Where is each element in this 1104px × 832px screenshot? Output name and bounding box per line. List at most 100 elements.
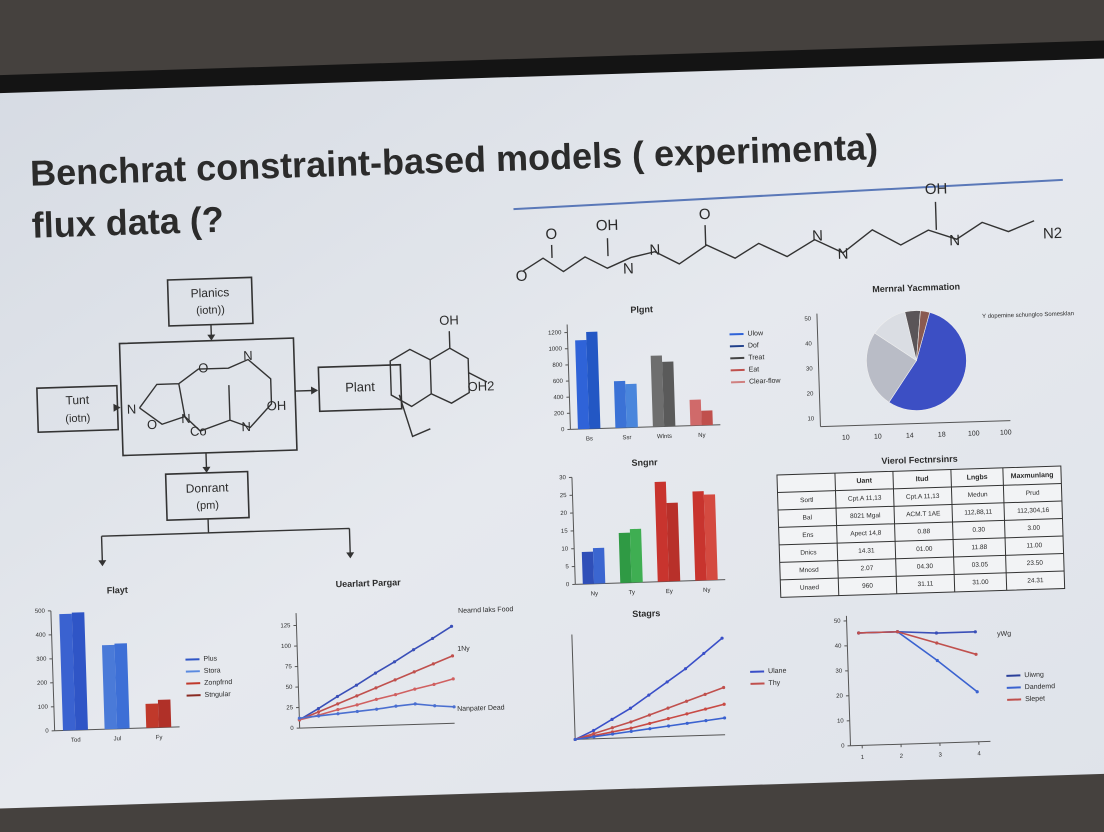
point — [393, 693, 398, 697]
legend-label: Ulane — [768, 668, 787, 676]
table-cell: 24.31 — [1027, 577, 1044, 585]
point — [411, 648, 416, 652]
table-cell: 01.00 — [916, 546, 933, 554]
table-cell: Bal — [803, 514, 813, 521]
table-title: Vierol Fectnrsinrs — [881, 454, 958, 466]
legend-label: Dandemd — [1025, 683, 1056, 691]
node-label: Donrant — [186, 480, 230, 495]
table-cell: 0.88 — [917, 528, 930, 535]
y-tick-label: 0 — [290, 726, 294, 732]
legend-label: Stora — [204, 667, 221, 675]
x-label: 18 — [938, 431, 946, 438]
bar — [114, 643, 130, 729]
y-label: 30 — [806, 366, 814, 372]
diagram: Planics (iotn)) Tunt (iotn) Plant Donran… — [36, 276, 488, 567]
node-sub: (pm) — [196, 499, 219, 512]
point — [628, 706, 633, 710]
table-cell: 03.05 — [972, 561, 989, 569]
chart-title: Stagrs — [632, 608, 660, 619]
point — [934, 631, 939, 635]
legend-label: Zonpfrnd — [204, 679, 232, 687]
point — [975, 690, 979, 694]
point — [393, 678, 397, 682]
table-rule — [777, 483, 1062, 493]
chem-label: N — [127, 401, 137, 416]
divider — [513, 178, 1063, 211]
bar — [101, 644, 118, 730]
point — [702, 651, 706, 656]
x-label: 100 — [968, 430, 980, 437]
table-rule — [834, 473, 840, 596]
x-tick-label: Ey — [666, 589, 673, 595]
node-label: Tunt — [65, 393, 90, 408]
point — [895, 630, 900, 634]
point — [394, 704, 398, 708]
molecule-label: N — [623, 260, 634, 277]
point — [647, 713, 652, 717]
y-tick-label: 75 — [285, 664, 293, 670]
legend-label: Ulow — [747, 330, 764, 338]
axis — [850, 740, 991, 747]
y-tick-label: 25 — [286, 705, 294, 711]
y-label: 40 — [805, 341, 813, 347]
point — [720, 636, 724, 640]
y-tick-label: 30 — [835, 669, 843, 675]
chem-label: N — [181, 411, 191, 426]
y-tick-label: 300 — [36, 657, 47, 663]
y-tick-label: 15 — [561, 529, 569, 535]
point — [610, 732, 615, 736]
chart-title: Plgnt — [630, 304, 653, 315]
molecule-label: N — [649, 241, 660, 258]
table-frame — [776, 465, 1066, 598]
molecule-bonds — [523, 201, 1035, 273]
point — [648, 721, 652, 726]
table-header: Lngbs — [967, 474, 988, 482]
legend-label: Y dopemine schunglco Somesklan — [982, 311, 1074, 320]
table-cell: 04.30 — [917, 563, 934, 571]
point — [336, 708, 340, 712]
point — [432, 682, 436, 687]
table-rule — [779, 552, 1064, 563]
node-sub: (iotn)) — [196, 304, 225, 317]
table-header: Itud — [916, 476, 929, 483]
y-tick-label: 30 — [559, 475, 567, 481]
node-sub: (iotn) — [65, 412, 90, 425]
point — [297, 716, 301, 720]
point — [666, 717, 670, 721]
table-cell: Mnosd — [799, 567, 819, 575]
legend-label: Thy — [768, 680, 780, 687]
line — [858, 630, 977, 656]
point — [355, 703, 359, 707]
y-tick-label: 600 — [553, 379, 564, 385]
y-tick-label: 20 — [560, 511, 568, 517]
x-label: 100 — [1000, 429, 1012, 436]
table-rule — [1002, 467, 1008, 591]
table-cell: 23.50 — [1027, 560, 1044, 568]
bar — [618, 532, 632, 583]
y-tick-label: 200 — [554, 411, 565, 417]
point — [935, 641, 939, 645]
point — [683, 667, 688, 671]
table-cell: 2.07 — [861, 565, 874, 572]
point — [355, 709, 359, 714]
naphthol-bonds — [389, 331, 488, 408]
table-cell: 14.31 — [858, 547, 875, 555]
table-cell: 112,88,11 — [964, 509, 993, 517]
point — [610, 717, 614, 721]
point — [317, 714, 321, 718]
table-cell: 11.88 — [971, 544, 987, 552]
legend-label: Clear-flow — [749, 378, 782, 386]
point — [592, 735, 596, 739]
main-box — [118, 337, 298, 457]
axis — [295, 613, 301, 729]
bar — [59, 613, 76, 731]
table-cell: Medun — [968, 491, 988, 499]
point — [336, 702, 340, 706]
point — [451, 677, 455, 681]
point — [433, 704, 437, 708]
point — [450, 654, 455, 658]
point — [704, 719, 708, 723]
chem-label: O — [198, 360, 209, 375]
